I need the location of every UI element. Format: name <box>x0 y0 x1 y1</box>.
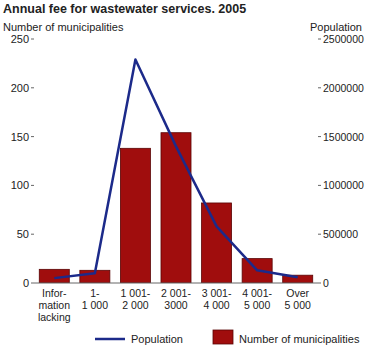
x-tick-label: 1 001-2 000 <box>121 287 151 311</box>
x-tick-label-line: 4 001- <box>242 287 272 299</box>
y2-tick <box>318 87 321 88</box>
y2-tick-label: 1500000 <box>323 131 364 143</box>
x-tick-label: 3 001-4 000 <box>202 287 232 311</box>
y-axis-label: Number of municipalities <box>3 21 124 33</box>
y-tick <box>31 39 34 40</box>
y-tick <box>31 136 34 137</box>
x-tick-label: 4 001-5 000 <box>242 287 272 311</box>
x-tick-label: 2 001-3000 <box>161 287 191 311</box>
y-tick-label: 150 <box>11 131 29 143</box>
y-tick-label: 0 <box>23 277 29 289</box>
legend-label: Population <box>131 333 183 345</box>
x-tick-label-line: 3000 <box>164 299 188 311</box>
line <box>54 59 297 278</box>
y-tick-label: 250 <box>11 33 29 45</box>
y2-tick-label: 0 <box>323 277 329 289</box>
bar <box>161 133 191 283</box>
y-tick-label: 50 <box>17 228 29 240</box>
y2-tick <box>318 136 321 137</box>
x-tick-label-line: 1 000 <box>82 299 108 311</box>
x-tick-label-line: 5 000 <box>285 299 311 311</box>
chart: Annual fee for wastewater services. 2005… <box>0 0 365 356</box>
legend-swatch <box>213 330 233 344</box>
bar <box>202 203 232 283</box>
x-axis <box>34 283 318 284</box>
y2-tick-label: 2500000 <box>323 33 364 45</box>
x-tick-label: Over5 000 <box>285 287 311 311</box>
bar <box>120 148 150 283</box>
x-tick-label-line: mation <box>39 299 71 311</box>
y-tick <box>31 283 34 284</box>
x-tick-label-line: 1- <box>90 287 100 299</box>
x-tick-label-line: lacking <box>38 311 71 323</box>
legend-swatch <box>95 338 125 341</box>
x-tick-label: Infor-mationlacking <box>38 287 71 323</box>
y2-tick-label: 1000000 <box>323 179 364 191</box>
y-tick-label: 200 <box>11 82 29 94</box>
x-tick-label-line: 2 001- <box>161 287 191 299</box>
y-tick-label: 100 <box>11 179 29 191</box>
y2-tick <box>318 39 321 40</box>
y2-tick-label: 500000 <box>323 228 358 240</box>
x-tick-label-line: 1 001- <box>121 287 151 299</box>
y-tick <box>31 234 34 235</box>
y2-tick <box>318 283 321 284</box>
legend-label: Number of municipalities <box>239 333 360 345</box>
x-tick-label-line: 4 000 <box>203 299 229 311</box>
x-tick-label-line: 2 000 <box>122 299 148 311</box>
y-tick <box>31 185 34 186</box>
y2-tick <box>318 185 321 186</box>
y2-tick-label: 2000000 <box>323 82 364 94</box>
plot-area <box>39 59 312 283</box>
y2-axis-label: Population <box>310 21 362 33</box>
y-tick <box>31 87 34 88</box>
x-tick-label-line: 3 001- <box>202 287 232 299</box>
title: Annual fee for wastewater services. 2005 <box>3 2 246 16</box>
x-tick-label-line: Infor- <box>42 287 67 299</box>
y2-tick <box>318 234 321 235</box>
x-tick-label: 1-1 000 <box>82 287 108 311</box>
x-tick-label-line: Over <box>286 287 309 299</box>
x-tick-label-line: 5 000 <box>244 299 270 311</box>
